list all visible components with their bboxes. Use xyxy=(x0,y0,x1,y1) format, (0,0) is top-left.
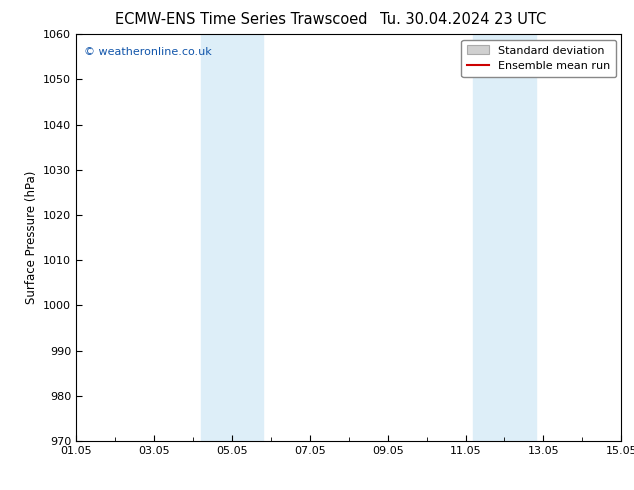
Text: Tu. 30.04.2024 23 UTC: Tu. 30.04.2024 23 UTC xyxy=(380,12,546,27)
Bar xyxy=(474,34,536,441)
Text: © weatheronline.co.uk: © weatheronline.co.uk xyxy=(84,47,212,56)
Y-axis label: Surface Pressure (hPa): Surface Pressure (hPa) xyxy=(25,171,37,304)
Legend: Standard deviation, Ensemble mean run: Standard deviation, Ensemble mean run xyxy=(462,40,616,77)
Text: ECMW-ENS Time Series Trawscoed: ECMW-ENS Time Series Trawscoed xyxy=(115,12,367,27)
Bar xyxy=(201,34,263,441)
